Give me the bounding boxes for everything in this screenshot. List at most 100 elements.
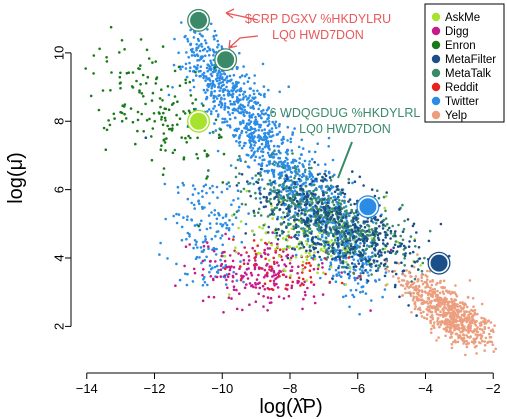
data-point xyxy=(321,293,325,296)
data-point xyxy=(279,200,283,204)
data-point xyxy=(300,153,303,156)
data-point xyxy=(183,264,186,268)
data-point xyxy=(337,230,341,233)
data-point xyxy=(171,86,174,89)
data-point xyxy=(256,244,260,247)
data-point xyxy=(373,241,377,245)
data-point xyxy=(377,196,381,200)
data-point xyxy=(275,231,279,235)
data-point xyxy=(309,219,313,223)
data-point xyxy=(462,307,465,310)
data-point xyxy=(167,108,171,111)
data-point xyxy=(206,69,209,73)
data-point xyxy=(271,217,274,220)
data-point xyxy=(243,286,247,290)
data-point xyxy=(277,190,281,194)
data-point xyxy=(374,254,377,258)
data-point xyxy=(220,102,224,106)
data-point xyxy=(222,88,225,91)
data-point xyxy=(166,124,169,128)
data-point xyxy=(346,239,350,242)
data-point xyxy=(235,210,239,213)
data-point xyxy=(279,223,283,226)
data-point xyxy=(248,133,251,136)
data-point xyxy=(434,307,437,311)
data-point xyxy=(290,265,294,269)
data-point xyxy=(254,155,258,159)
data-point xyxy=(294,226,298,229)
data-point xyxy=(410,311,413,314)
data-point xyxy=(188,61,191,65)
data-point xyxy=(450,297,453,301)
data-point xyxy=(320,209,323,212)
data-point xyxy=(187,56,190,59)
data-point xyxy=(268,288,271,291)
data-point xyxy=(105,56,108,59)
data-point xyxy=(186,40,190,43)
data-point xyxy=(338,199,341,202)
data-point xyxy=(202,88,206,92)
data-point xyxy=(267,88,270,92)
data-point xyxy=(193,54,196,57)
data-point xyxy=(235,80,238,84)
data-point xyxy=(340,188,344,192)
series-metatalk-points xyxy=(207,131,440,295)
data-point xyxy=(346,212,350,215)
data-point xyxy=(394,240,398,243)
data-point xyxy=(282,201,285,205)
data-point xyxy=(231,95,234,99)
data-point xyxy=(311,201,314,205)
data-point xyxy=(200,45,204,48)
data-point xyxy=(239,98,242,102)
data-point xyxy=(205,50,209,53)
data-point xyxy=(324,224,328,227)
data-point xyxy=(92,54,96,57)
data-point xyxy=(313,251,316,254)
data-point xyxy=(407,245,411,248)
data-point xyxy=(324,169,327,173)
data-point xyxy=(417,284,421,288)
data-point xyxy=(252,89,255,93)
data-point xyxy=(272,269,276,273)
data-point xyxy=(362,271,365,275)
data-point xyxy=(386,222,389,226)
data-point xyxy=(323,207,326,210)
data-point xyxy=(277,173,281,176)
data-point xyxy=(336,238,340,242)
highlight-metatalk-extra xyxy=(187,8,210,32)
data-point xyxy=(192,267,196,271)
data-point xyxy=(189,89,192,92)
data-point xyxy=(225,182,229,186)
data-point xyxy=(203,239,207,243)
data-point xyxy=(257,114,261,118)
data-point xyxy=(314,215,318,218)
data-point xyxy=(336,232,339,235)
data-point xyxy=(240,202,244,206)
data-point xyxy=(107,119,110,122)
data-point xyxy=(359,238,362,241)
data-point xyxy=(295,185,298,189)
data-point xyxy=(209,226,212,230)
data-point xyxy=(191,102,194,105)
data-point xyxy=(462,326,465,329)
data-point xyxy=(215,185,219,189)
data-point xyxy=(335,230,339,233)
data-point xyxy=(236,189,240,192)
data-point xyxy=(288,262,292,265)
data-point xyxy=(109,89,112,92)
data-point xyxy=(293,248,297,251)
data-point xyxy=(441,307,445,311)
data-point xyxy=(250,149,253,152)
data-point xyxy=(264,241,267,245)
data-point xyxy=(461,339,465,342)
data-point xyxy=(309,215,313,218)
data-point xyxy=(312,267,316,271)
data-point xyxy=(248,114,251,117)
data-point xyxy=(163,107,166,110)
data-point xyxy=(216,45,219,49)
data-point xyxy=(449,330,453,334)
x-tick-label: −4 xyxy=(418,381,433,396)
data-point xyxy=(401,284,405,288)
data-point xyxy=(213,122,216,125)
data-point xyxy=(337,271,341,274)
